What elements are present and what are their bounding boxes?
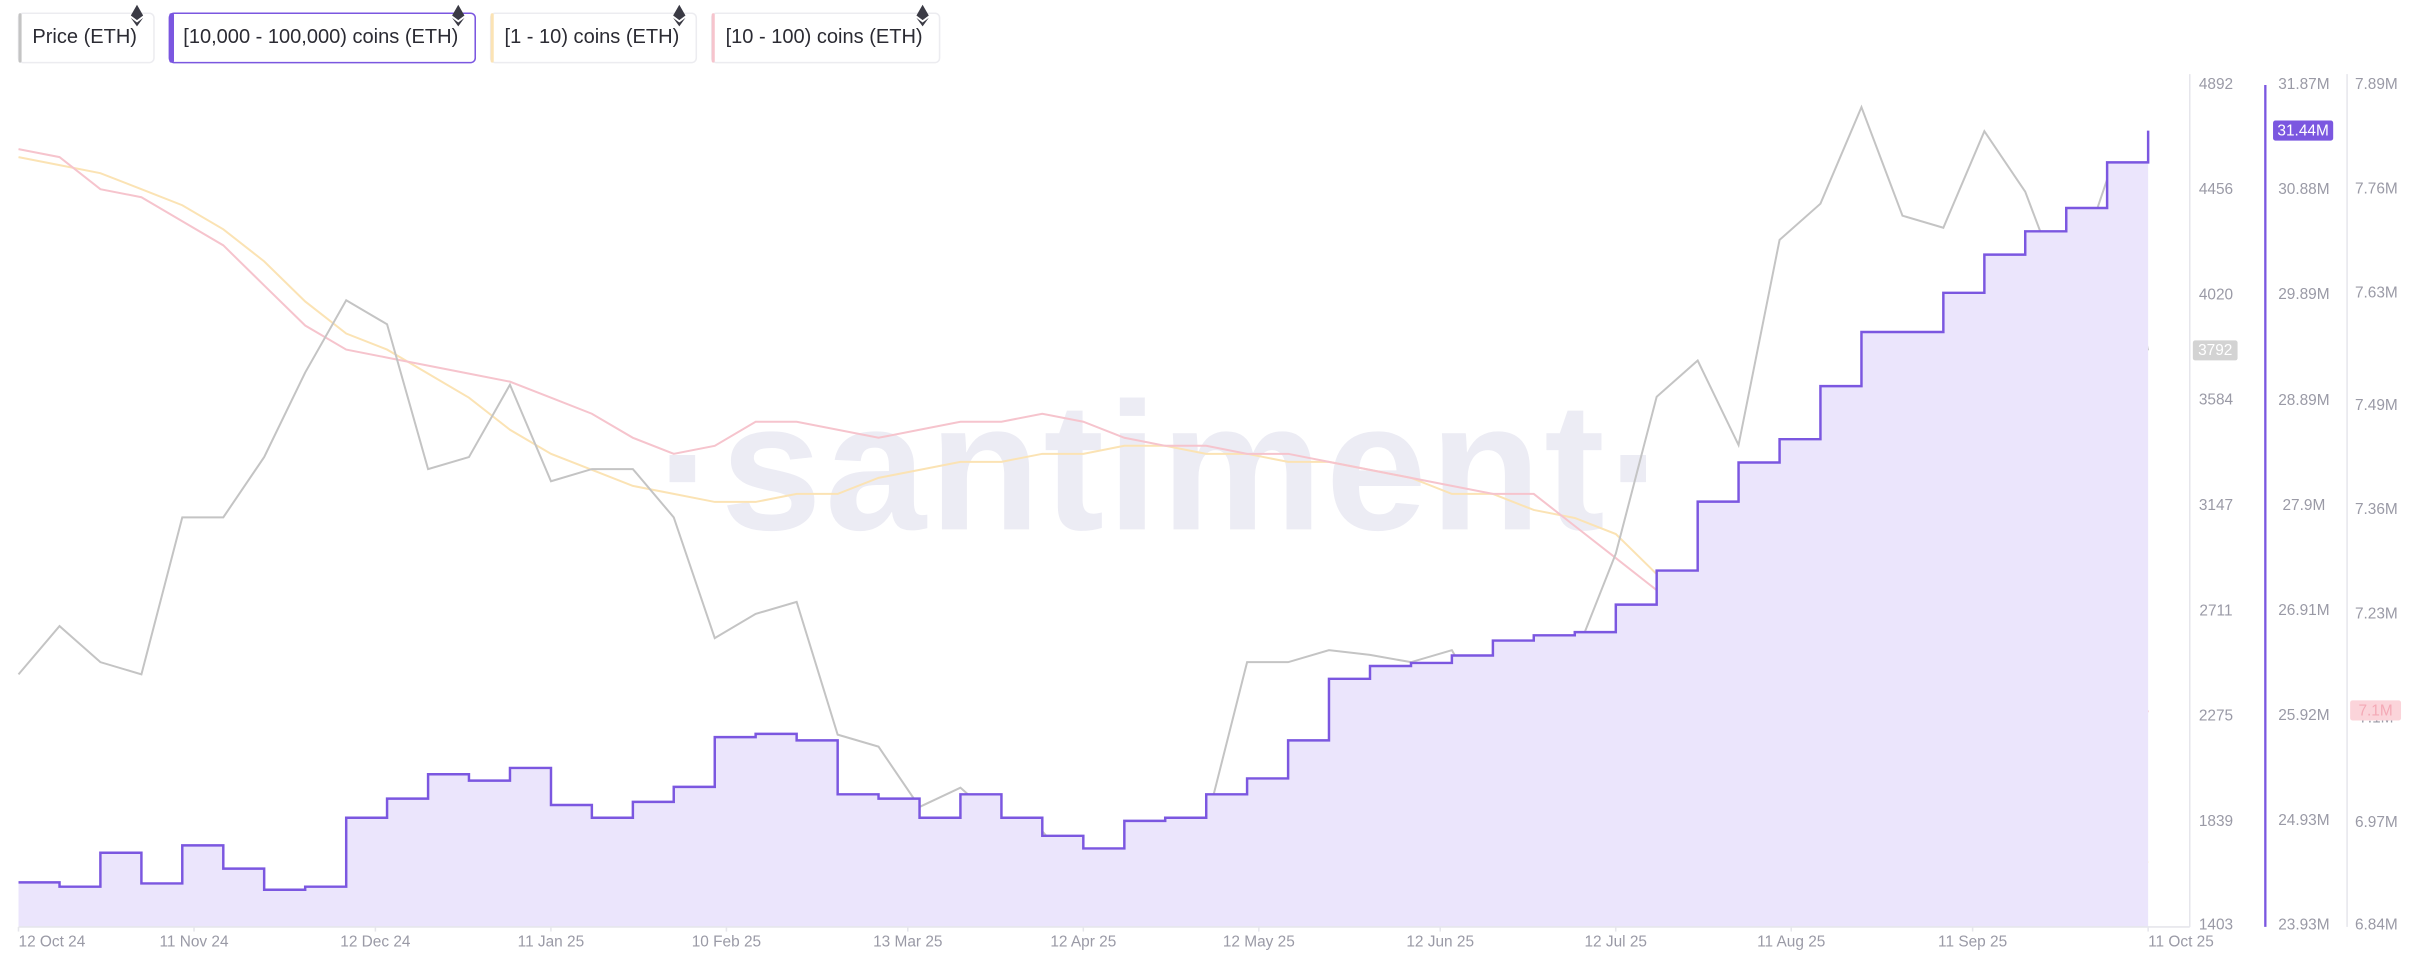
- legend-accent: [711, 13, 715, 63]
- value-badge: [2350, 700, 2402, 721]
- legend-accent: [490, 13, 494, 63]
- x-tick-label: 12 Dec 24: [340, 933, 411, 950]
- x-tick-label: 11 Aug 25: [1757, 933, 1825, 950]
- y-tick-label: 2711: [2199, 602, 2232, 619]
- y-tick-label: 3584: [2199, 392, 2234, 409]
- y-tick-label: 26.91M: [2278, 602, 2329, 619]
- y-tick-label: 3147: [2199, 497, 2233, 514]
- legend-accent: [18, 13, 22, 63]
- value-label: 7.1M: [2358, 702, 2392, 719]
- legend-accent: [169, 13, 175, 63]
- y-tick-label: 29.89M: [2278, 286, 2329, 303]
- y-tick-label: 7.63M: [2355, 285, 2398, 302]
- legend-label: [10,000 - 100,000) coins (ETH): [183, 26, 458, 48]
- legend-item[interactable]: [10,000 - 100,000) coins (ETH): [168, 4, 477, 64]
- legend-item[interactable]: [10 - 100) coins (ETH): [710, 4, 941, 64]
- y-tick-label: 30.88M: [2278, 181, 2329, 198]
- x-tick-label: 12 Jun 25: [1406, 933, 1474, 950]
- watermark: ·santiment·: [657, 364, 1672, 568]
- plot-area: [17, 104, 2150, 927]
- y-tick-label: 1839: [2199, 813, 2233, 830]
- x-tick-label: 12 Oct 24: [19, 933, 86, 950]
- legend-label: [10 - 100) coins (ETH): [726, 26, 923, 48]
- x-tick-label: 11 Sep 25: [1938, 933, 2007, 950]
- value-label: 31.44M: [2277, 122, 2328, 139]
- y-tick-label: 27.9M: [2282, 497, 2325, 514]
- y-tick-label: 4892: [2199, 76, 2233, 93]
- x-tick-label: 12 May 25: [1223, 933, 1295, 950]
- series-area: [18, 130, 2149, 927]
- x-tick-label: 11 Jan 25: [518, 933, 585, 950]
- y-tick-label: 7.89M: [2355, 76, 2398, 93]
- legend-label: Price (ETH): [32, 26, 137, 48]
- y-tick-label: 24.93M: [2278, 812, 2329, 829]
- legend-label: [1 - 10) coins (ETH): [505, 26, 680, 48]
- x-tick-label: 11 Nov 24: [159, 933, 229, 950]
- y-tick-label: 7.23M: [2355, 605, 2398, 622]
- value-badge: [2273, 120, 2334, 141]
- value-label: 3792: [2198, 342, 2232, 359]
- y-tick-label: 2275: [2199, 708, 2233, 725]
- y-tick-label: 4020: [2199, 286, 2233, 303]
- y-tick-label: 25.92M: [2278, 707, 2329, 724]
- x-tick-label: 12 Jul 25: [1584, 933, 1647, 950]
- value-badge: [2192, 340, 2238, 361]
- eth-icon: [916, 4, 929, 27]
- y-tick-label: 7.49M: [2355, 397, 2398, 414]
- y-tick-label: 31.87M: [2278, 76, 2329, 93]
- y-tick-label: 1403: [2199, 916, 2233, 933]
- y-tick-label: 6.97M: [2355, 814, 2398, 831]
- y-tick-label: 4456: [2199, 181, 2233, 198]
- y-tick-label: 23.93M: [2278, 916, 2329, 933]
- series-line: [18, 130, 2150, 892]
- x-tick-label: 12 Apr 25: [1050, 933, 1116, 950]
- y-tick-label: 6.84M: [2355, 916, 2398, 933]
- y-tick-label: 28.89M: [2278, 392, 2329, 409]
- y-tick-label: 7.76M: [2355, 180, 2398, 197]
- legend-item[interactable]: Price (ETH): [17, 4, 155, 64]
- legend: Price (ETH) [10,000 - 100,000) coins (ETH…: [17, 4, 941, 64]
- x-tick-label: 13 Mar 25: [873, 933, 942, 950]
- eth-icon: [130, 4, 144, 27]
- legend-item[interactable]: [1 - 10) coins (ETH): [489, 4, 698, 64]
- x-tick-label: 11 Oct 25: [2148, 933, 2214, 950]
- x-tick-label: 10 Feb 25: [692, 933, 761, 950]
- y-tick-label: 7.36M: [2355, 501, 2398, 518]
